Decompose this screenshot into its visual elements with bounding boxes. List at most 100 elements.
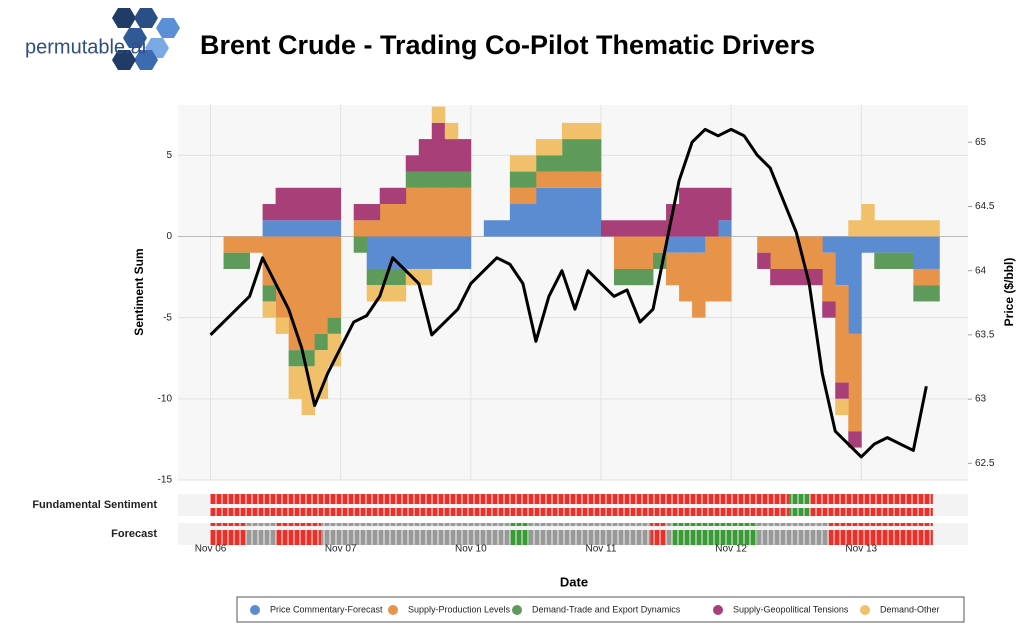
area-segment <box>848 236 862 334</box>
area-segment <box>653 236 667 253</box>
signal-run <box>789 494 810 516</box>
area-segment <box>392 187 407 205</box>
area-segment <box>835 236 849 286</box>
area-segment <box>327 220 342 237</box>
signal-run <box>275 523 322 545</box>
y2-tick-label: 64 <box>975 265 987 276</box>
chart-title: Brent Crude - Trading Co-Pilot Thematic … <box>200 30 815 60</box>
area-segment <box>770 268 784 286</box>
area-segment <box>431 236 446 269</box>
area-segment <box>613 268 628 286</box>
signal-run <box>757 523 829 545</box>
y2-tick-label: 64.5 <box>975 201 995 212</box>
area-segment <box>874 236 888 253</box>
area-segment <box>418 187 433 237</box>
area-segment <box>301 236 316 351</box>
area-segment <box>314 333 329 351</box>
area-segment <box>627 268 641 286</box>
lines <box>209 127 928 459</box>
area-segment <box>223 252 237 269</box>
area-segment <box>926 236 940 269</box>
area-segment <box>705 187 719 237</box>
area-segment <box>236 252 250 269</box>
area-segment <box>666 236 680 253</box>
area-segment <box>249 236 263 253</box>
area-segment <box>431 171 446 188</box>
logo-hex <box>134 8 158 28</box>
area-segment <box>418 171 433 188</box>
legend-marker <box>512 605 522 615</box>
area-segment <box>783 268 797 286</box>
area-segment <box>509 171 524 188</box>
area-segment <box>692 187 706 237</box>
area-segment <box>418 139 433 172</box>
signal-run <box>672 523 758 545</box>
area-segment <box>444 236 459 269</box>
area-segment <box>705 236 719 302</box>
area-segment <box>314 220 329 237</box>
area-segment <box>900 252 914 269</box>
legend-marker <box>860 605 870 615</box>
area-segment <box>509 187 524 205</box>
legend-label: Supply-Geopolitical Tensions <box>733 604 849 614</box>
area-segment <box>613 236 628 269</box>
area-segment <box>718 236 732 302</box>
y-tick-label: -15 <box>158 475 173 486</box>
area-segment <box>822 236 836 253</box>
area-segment <box>809 268 823 286</box>
area-segment <box>561 171 576 188</box>
area-segment <box>327 187 342 221</box>
signal-run <box>509 523 530 545</box>
area-segment <box>548 155 563 172</box>
area-segment <box>835 285 849 383</box>
area-segment <box>535 187 550 237</box>
area-segment <box>405 187 420 237</box>
signal-run <box>321 523 510 545</box>
y-tick-label: -5 <box>163 312 172 323</box>
area-segment <box>405 171 420 188</box>
x-tick-label: Nov 06 <box>195 544 227 555</box>
area-segment <box>640 268 654 286</box>
area-segment <box>236 236 250 253</box>
area-segment <box>288 350 303 367</box>
area-segment <box>679 187 693 237</box>
area-segment <box>913 268 927 286</box>
area-segment <box>809 236 823 269</box>
area-segment <box>887 236 901 253</box>
area-segment <box>900 236 914 253</box>
area-segment <box>548 171 563 188</box>
signal-run <box>828 523 933 545</box>
area-segment <box>366 268 381 286</box>
area-segment <box>444 171 459 188</box>
area-segment <box>692 252 706 318</box>
area-segment <box>405 236 420 269</box>
y2-axis-title: Price ($/bbl) <box>1002 258 1016 327</box>
y-axis-title: Sentiment Sum <box>132 248 146 335</box>
area-segment <box>913 285 927 302</box>
area-segment <box>561 187 576 237</box>
area-segment <box>366 220 381 237</box>
area-segment <box>640 220 654 237</box>
area-segment <box>522 155 537 172</box>
area-segment <box>366 204 381 221</box>
area-segment <box>444 139 459 172</box>
logo-hex <box>134 50 158 70</box>
area-segment <box>262 220 277 237</box>
area-segment <box>613 220 628 237</box>
area-segment <box>887 220 901 237</box>
area-segment <box>679 236 693 253</box>
area-segment <box>848 431 862 448</box>
area-segment <box>587 122 602 140</box>
area-segment <box>861 236 875 253</box>
logo-hex <box>156 18 180 38</box>
area-segment <box>913 236 927 269</box>
area-segment <box>457 139 472 172</box>
area-segment <box>288 220 303 237</box>
area-segment <box>848 333 862 432</box>
area-segment <box>314 350 329 399</box>
area-segment <box>913 220 927 237</box>
area-segment <box>392 285 407 302</box>
area-segment <box>561 122 576 140</box>
area-segment <box>548 187 563 237</box>
